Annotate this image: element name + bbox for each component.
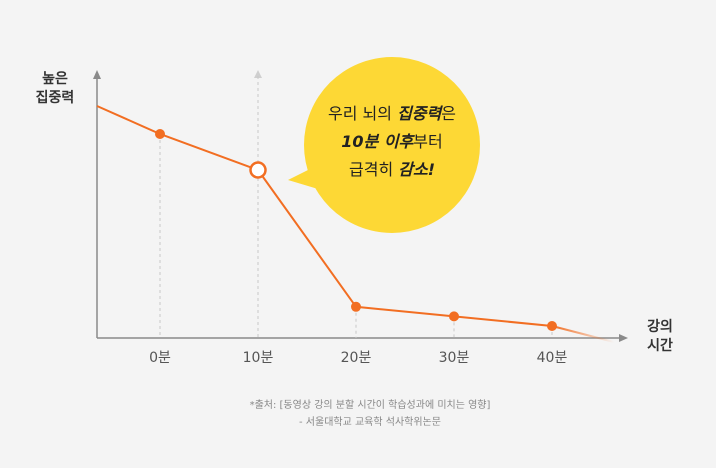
data-point (449, 311, 459, 322)
callout-text: 우리 뇌의 집중력은 10분 이후부터 급격히 감소! (306, 100, 478, 184)
x-tick-label: 40분 (536, 350, 568, 366)
callout-line1-b: 집중력 (397, 104, 442, 123)
callout-line3-b: 감소! (398, 160, 435, 179)
x-tick-label: 0분 (149, 350, 171, 366)
callout-line3-a: 급격히 (349, 160, 399, 179)
x-axis-label: 강의 시간 (630, 318, 690, 356)
callout-line1: 우리 뇌의 집중력은 (306, 100, 478, 128)
x-axis-label-line2: 시간 (647, 338, 673, 354)
x-tick-label: 30분 (438, 350, 470, 366)
source-note: *출처: [동영상 강의 분할 시간이 학습성과에 미치는 영향] - 서울대학… (190, 397, 550, 431)
callout-line1-c: 은 (441, 104, 456, 123)
callout-bubble (304, 57, 480, 233)
data-point (547, 321, 557, 331)
y-axis-label-line1: 높은 (42, 71, 68, 87)
x-axis-arrow (619, 334, 628, 342)
callout-line3: 급격히 감소! (306, 156, 478, 184)
guide-arrow (254, 70, 262, 78)
data-point (351, 301, 361, 312)
x-axis-label-line1: 강의 (647, 319, 673, 335)
x-tick-label: 20분 (340, 350, 372, 366)
callout-line2-a: 10분 이후 (341, 132, 414, 151)
callout-line1-a: 우리 뇌의 (328, 104, 398, 123)
series-line-tail (551, 325, 615, 343)
source-line1: *출처: [동영상 강의 분할 시간이 학습성과에 미치는 영향] (249, 400, 491, 411)
data-point-highlight (249, 161, 267, 179)
source-line2: - 서울대학교 교육학 석사학위논문 (299, 417, 441, 428)
y-axis-arrow (93, 70, 101, 79)
callout-line2: 10분 이후부터 (306, 128, 478, 156)
y-axis-label: 높은 집중력 (30, 70, 80, 108)
y-axis-label-line2: 집중력 (35, 90, 75, 106)
series-line (96, 105, 553, 327)
x-tick-label: 10분 (242, 350, 274, 366)
callout-line2-b: 부터 (413, 132, 443, 151)
data-point (155, 129, 165, 139)
